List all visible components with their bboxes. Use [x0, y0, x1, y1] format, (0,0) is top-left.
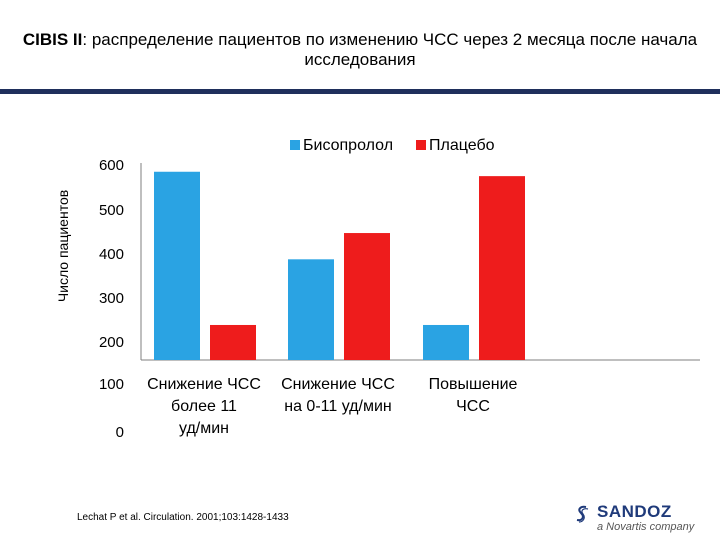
citation: Lechat P et al. Circulation. 2001;103:14…	[77, 512, 289, 523]
legend-label: Плацебо	[429, 137, 495, 154]
y-tick-label: 500	[99, 202, 124, 219]
slide-title: CIBIS II: распределение пациентов по изм…	[20, 30, 700, 70]
bar-bisoprolol	[288, 259, 334, 360]
y-tick-label: 100	[99, 376, 124, 393]
y-tick-label: 300	[99, 290, 124, 307]
category-label: более 11	[171, 398, 237, 415]
category-label: Снижение ЧСС	[281, 376, 395, 393]
bar-placebo	[210, 324, 256, 360]
y-axis-label: Число пациентов	[55, 190, 71, 302]
legend-label: Бисопролол	[303, 137, 393, 154]
sandoz-logo: SANDOZ a Novartis company	[572, 502, 702, 536]
bar-bisoprolol	[423, 324, 469, 360]
category-label: Снижение ЧСС	[147, 376, 261, 393]
bar-placebo	[479, 176, 525, 360]
header-rule	[0, 89, 720, 94]
sandoz-mark-icon	[576, 505, 589, 523]
legend-swatch	[416, 140, 426, 150]
logo-brand: SANDOZ	[597, 502, 672, 521]
category-label: ЧСС	[456, 398, 490, 415]
legend-swatch	[290, 140, 300, 150]
y-tick-label: 400	[99, 246, 124, 263]
plot-area: 600 500 400 300 200 100 0 Число пациентов Снижен…	[55, 137, 700, 441]
logo-subtitle: a Novartis company	[597, 521, 695, 533]
y-tick-label: 200	[99, 334, 124, 351]
bar-placebo	[344, 233, 390, 360]
title-bold: CIBIS II	[22, 30, 83, 49]
y-tick-label: 0	[116, 424, 124, 441]
bar-bisoprolol	[154, 171, 200, 360]
category-label: Повышение	[429, 376, 518, 393]
category-label: уд/мин	[179, 420, 229, 437]
y-tick-label: 600	[99, 157, 124, 174]
category-label: на 0-11 уд/мин	[284, 398, 391, 415]
title-rest: : распределение пациентов по изменению Ч…	[82, 30, 698, 69]
